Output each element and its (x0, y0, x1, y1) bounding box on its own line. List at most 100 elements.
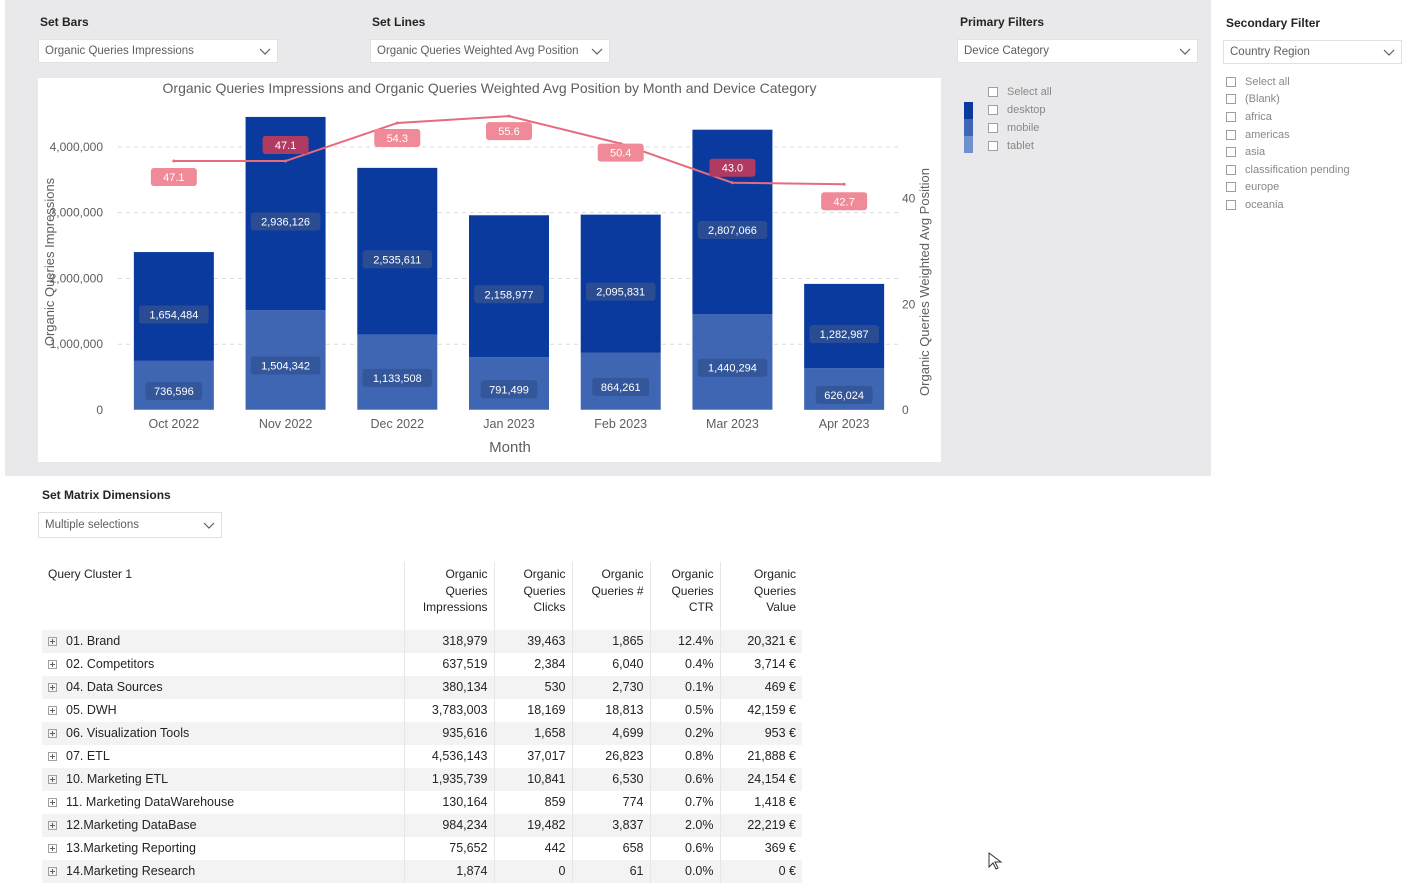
value-cell: 0 (493, 859, 572, 883)
checkbox[interactable] (988, 141, 998, 151)
row-label-cell: 01. Brand (42, 629, 404, 653)
item-label: africa (1245, 110, 1272, 123)
row-label: 14.Marketing Research (66, 864, 196, 878)
combo-chart-card[interactable]: Organic Queries Impressions and Organic … (38, 78, 941, 462)
device-legend-swatches (964, 102, 973, 153)
checkbox[interactable] (988, 87, 998, 97)
y2-tick-label: 40 (902, 192, 916, 206)
line-data-label: 50.4 (610, 148, 631, 160)
expand-icon[interactable] (48, 660, 57, 669)
checkbox[interactable] (1226, 76, 1236, 87)
expand-icon[interactable] (48, 798, 57, 807)
expand-icon[interactable] (48, 775, 57, 784)
expand-icon[interactable] (48, 637, 57, 646)
table-row[interactable]: 06. Visualization Tools 935,616 1,658 4,699… (42, 721, 802, 745)
secondary-filter-item[interactable]: asia (1226, 143, 1350, 161)
column-header[interactable]: Organic Queries Value (719, 562, 802, 624)
table-row[interactable]: 13.Marketing Reporting 75,652 442 658 0.6% 36… (42, 836, 802, 860)
set-bars-dropdown[interactable]: Organic Queries Impressions (38, 39, 278, 63)
column-header[interactable]: Organic Queries Impressions (403, 562, 494, 624)
secondary-filter-item[interactable]: americas (1226, 126, 1350, 144)
value-cell: 1,658 (493, 721, 572, 745)
x-tick-label: Oct 2022 (148, 417, 199, 431)
bar-label-desktop: 2,807,066 (708, 225, 757, 237)
table-row[interactable]: 04. Data Sources 380,134 530 2,730 0.1% 469 € (42, 675, 802, 699)
bar-label-mobile-bg (592, 377, 650, 396)
primary-filters-dropdown[interactable]: Device Category (957, 39, 1198, 63)
line-data-label: 55.6 (498, 126, 519, 138)
y2-tick-label: 20 (902, 297, 916, 311)
y-tick-label: 0 (96, 403, 103, 417)
bar-label-mobile-bg (250, 356, 321, 375)
value-cell: 24,154 € (719, 767, 802, 791)
line-point (395, 121, 399, 125)
secondary-filter-item[interactable]: oceania (1226, 196, 1350, 214)
table-row[interactable]: 11. Marketing DataWarehouse 130,164 859 774… (42, 790, 802, 814)
bar-label-mobile: 864,261 (601, 382, 641, 394)
checkbox[interactable] (1226, 164, 1236, 175)
table-row[interactable]: 12.Marketing DataBase 984,234 19,482 3,837 2… (42, 813, 802, 837)
column-header[interactable]: Organic Queries Clicks (493, 562, 572, 624)
primary-filter-item[interactable]: mobile (988, 119, 1052, 137)
column-header[interactable]: Organic Queries CTR (649, 562, 720, 624)
line-data-label: 47.1 (275, 140, 296, 152)
matrix-table: Query Cluster 1 Organic Queries Impressi… (42, 562, 802, 883)
value-cell: 6,530 (571, 767, 650, 791)
bar-label-desktop-bg (362, 250, 433, 269)
secondary-filter-dropdown[interactable]: Country Region (1223, 40, 1402, 64)
value-cell: 26,823 (571, 744, 650, 768)
line-data-label-bg (150, 168, 197, 187)
primary-filter-item[interactable]: Select all (988, 83, 1052, 101)
expand-icon[interactable] (48, 867, 57, 876)
secondary-filter-item[interactable]: europe (1226, 179, 1350, 197)
expand-icon[interactable] (48, 752, 57, 761)
checkbox[interactable] (1226, 147, 1236, 158)
primary-filter-item[interactable]: desktop (988, 101, 1052, 119)
checkbox[interactable] (1226, 94, 1236, 105)
row-label-cell: 04. Data Sources (42, 675, 404, 699)
column-header[interactable]: Query Cluster 1 (48, 567, 133, 581)
column-header[interactable]: Organic Queries # (571, 562, 650, 624)
line-data-label-bg (486, 122, 532, 141)
secondary-filter-item[interactable]: Select all (1226, 73, 1350, 91)
expand-icon[interactable] (48, 706, 57, 715)
primary-filter-item[interactable]: tablet (988, 137, 1052, 155)
x-tick-label: Nov 2022 (259, 417, 313, 431)
bar-label-desktop: 2,936,126 (261, 216, 310, 228)
row-label-cell: 02. Competitors (42, 652, 404, 676)
item-label: (Blank) (1245, 93, 1280, 106)
value-cell: 0.8% (649, 744, 720, 768)
checkbox[interactable] (1226, 199, 1236, 210)
table-row[interactable]: 14.Marketing Research 1,874 0 61 0.0% 0 € (42, 859, 802, 883)
secondary-filter-item[interactable]: classification pending (1226, 161, 1350, 179)
secondary-filter-item[interactable]: (Blank) (1226, 91, 1350, 109)
x-tick-label: Apr 2023 (819, 417, 870, 431)
value-cell: 21,888 € (719, 744, 802, 768)
expand-icon[interactable] (48, 683, 57, 692)
checkbox[interactable] (1226, 111, 1236, 122)
secondary-filter-item[interactable]: africa (1226, 108, 1350, 126)
value-cell: 0.6% (649, 767, 720, 791)
expand-icon[interactable] (48, 821, 57, 830)
value-cell: 530 (493, 675, 572, 699)
value-cell: 935,616 (403, 721, 494, 745)
checkbox[interactable] (1226, 182, 1236, 193)
checkbox[interactable] (988, 123, 998, 133)
line-data-label-bg (709, 158, 756, 177)
set-matrix-dropdown[interactable]: Multiple selections (38, 512, 222, 538)
table-row[interactable]: 05. DWH 3,783,003 18,169 18,813 0.5% 42,159 € (42, 698, 802, 722)
checkbox[interactable] (1226, 129, 1236, 140)
table-row[interactable]: 07. ETL 4,536,143 37,017 26,823 0.8% 21,888 € (42, 744, 802, 768)
value-cell: 0.4% (649, 652, 720, 676)
table-row[interactable]: 02. Competitors 637,519 2,384 6,040 0.4% 3,71… (42, 652, 802, 676)
value-cell: 20,321 € (719, 629, 802, 653)
checkbox[interactable] (988, 105, 998, 115)
expand-icon[interactable] (48, 729, 57, 738)
set-lines-dropdown[interactable]: Organic Queries Weighted Avg Position (370, 39, 610, 63)
table-row[interactable]: 10. Marketing ETL 1,935,739 10,841 6,530 0.6… (42, 767, 802, 791)
line-data-label-bg (262, 136, 309, 155)
expand-icon[interactable] (48, 844, 57, 853)
value-cell: 0 € (719, 859, 802, 883)
x-tick-label: Feb 2023 (594, 417, 647, 431)
table-row[interactable]: 01. Brand 318,979 39,463 1,865 12.4% 20,321 € (42, 629, 802, 653)
